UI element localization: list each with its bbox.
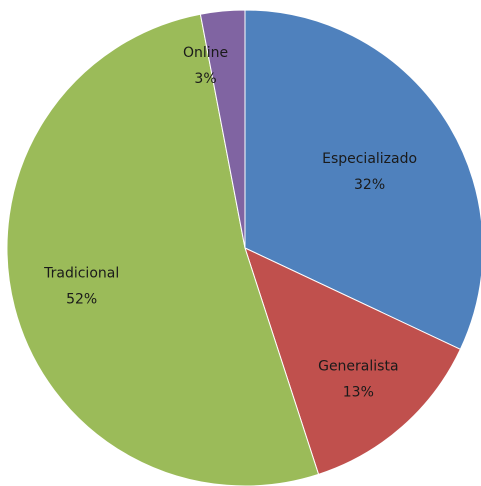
pie-slices [6, 9, 481, 486]
slice-value-tradicional: 52% [66, 292, 97, 308]
slice-label-tradicional: Tradicional [43, 266, 119, 282]
slice-value-online: 3% [194, 71, 216, 87]
pie-slice-especializado [244, 9, 481, 351]
pie-slice-tradicional [6, 13, 320, 486]
slice-labels: Especializado 32% Generalista 13% Tradiciona… [43, 45, 417, 400]
slice-value-generalista: 13% [343, 385, 374, 401]
slice-value-especializado: 32% [354, 177, 385, 193]
pie-slice-generalista [244, 247, 462, 475]
slice-label-generalista: Generalista [318, 359, 398, 375]
pie-slice-online [199, 9, 246, 249]
slice-label-especializado: Especializado [322, 151, 417, 167]
slice-label-online: Online [183, 45, 228, 61]
